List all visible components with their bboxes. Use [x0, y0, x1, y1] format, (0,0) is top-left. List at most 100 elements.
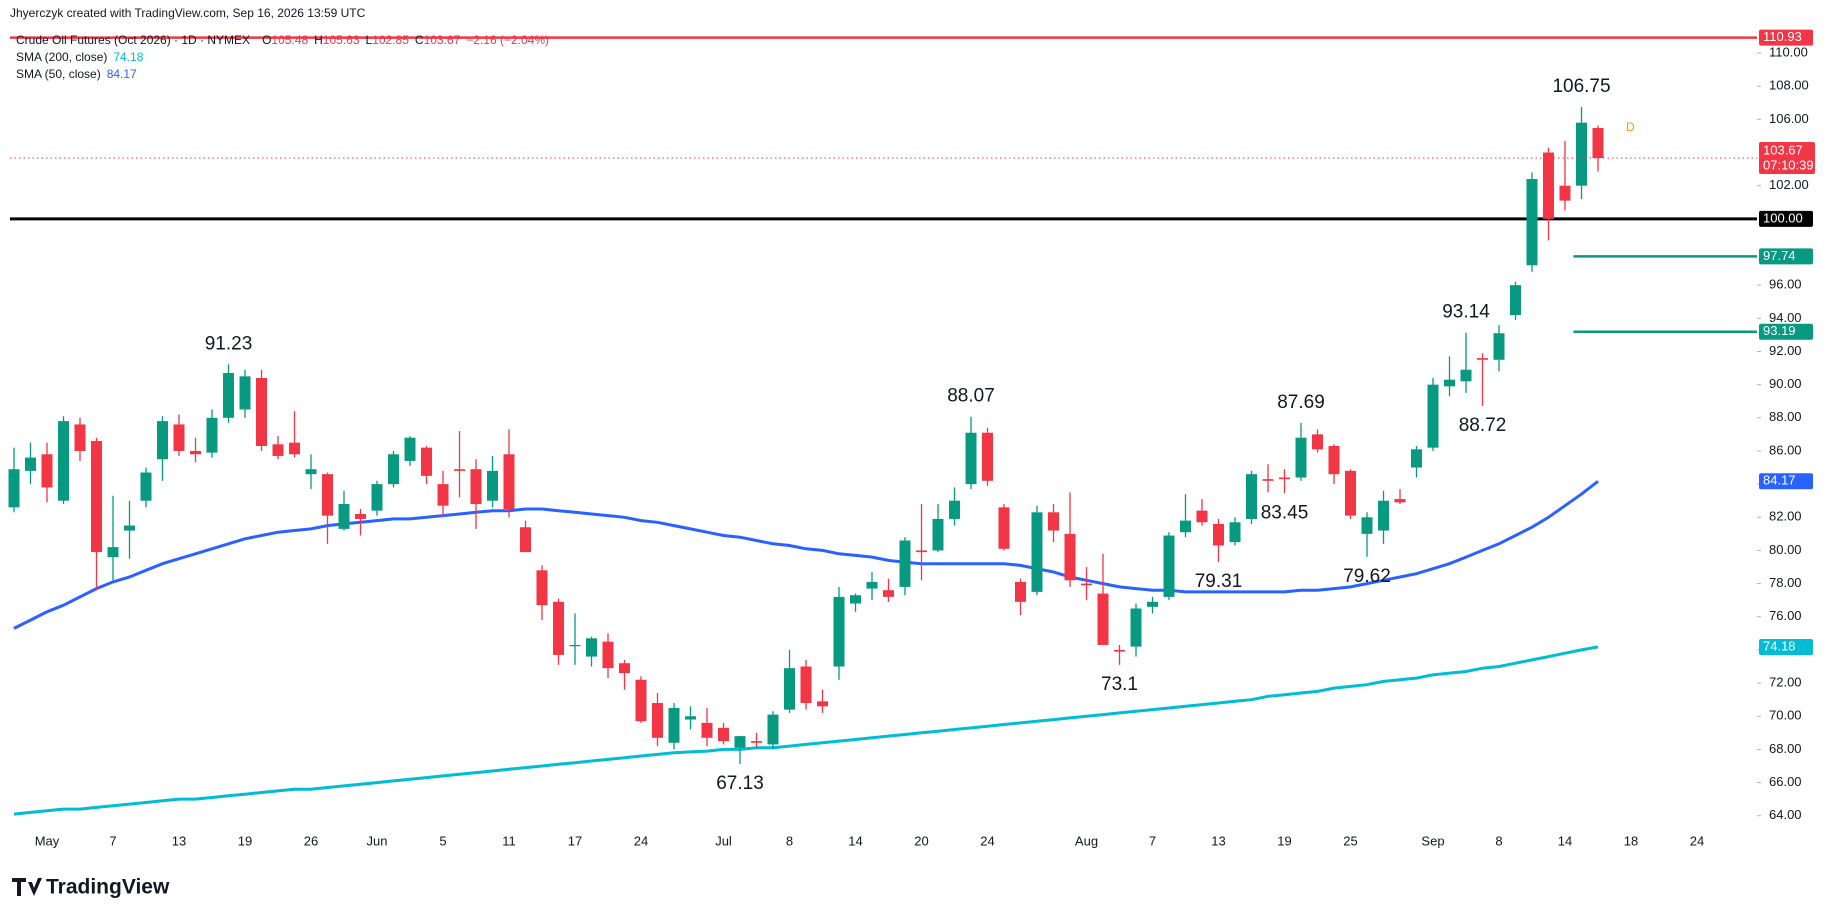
candle-body: [173, 424, 185, 451]
y-tick-label: 102.00: [1769, 177, 1809, 192]
candle-body: [866, 581, 878, 589]
x-tick-label: Sep: [1421, 833, 1444, 848]
candle-body: [668, 707, 680, 743]
candle: [239, 369, 251, 418]
candle-body: [1081, 583, 1092, 586]
candle-body: [817, 701, 828, 707]
candle-body: [916, 550, 927, 553]
candle-body: [1262, 479, 1274, 481]
candle-body: [1592, 127, 1604, 158]
candle: [916, 504, 927, 581]
legend-symbol: Crude Oil Futures (Oct 2026) · 1D · NYME…: [16, 33, 549, 47]
candle: [140, 467, 152, 508]
candle: [1559, 140, 1571, 211]
candle: [371, 480, 383, 516]
legend-series-name: SMA (200, close): [16, 50, 107, 64]
candle-body: [1328, 445, 1340, 475]
candle-body: [1180, 520, 1191, 533]
candle-body: [883, 590, 894, 597]
legend-series-value: 84.17: [107, 67, 137, 81]
x-tick-label: 14: [1558, 833, 1572, 848]
candle-body: [949, 500, 960, 519]
level-label: 97.74: [1763, 248, 1796, 263]
candle-body: [718, 727, 729, 742]
candle: [520, 520, 531, 553]
candle-body: [1510, 285, 1521, 316]
candle: [982, 427, 993, 486]
x-tick-label: 26: [304, 833, 318, 848]
candle-body: [305, 469, 317, 475]
price-annotation: 79.62: [1343, 566, 1391, 587]
candle: [272, 436, 284, 460]
x-tick-label: 13: [172, 833, 186, 848]
x-tick-label: 14: [848, 833, 862, 848]
x-tick-label: 18: [1624, 833, 1638, 848]
logo: TradingView: [12, 876, 170, 899]
candle: [1411, 445, 1422, 478]
y-tick-label: 110.00: [1769, 44, 1808, 59]
candle: [800, 659, 812, 710]
candle-body: [1031, 512, 1043, 592]
candle-body: [1064, 533, 1076, 581]
legend-series-name: SMA (50, close): [16, 67, 101, 81]
candle-body: [91, 441, 102, 553]
x-tick-label: Jul: [715, 833, 732, 848]
candle-body: [1345, 470, 1356, 516]
candle: [157, 416, 168, 481]
candle: [751, 732, 762, 748]
candle-body: [1576, 122, 1587, 186]
candle: [1328, 444, 1340, 485]
sma-label-box: [1759, 473, 1813, 490]
x-tick-label: 13: [1211, 833, 1225, 848]
candle: [569, 613, 581, 665]
y-tick-label: 72.00: [1769, 675, 1802, 690]
x-tick-label: 8: [1495, 833, 1502, 848]
candle-body: [635, 679, 647, 722]
candle: [1592, 125, 1604, 172]
price-annotation: 83.45: [1261, 502, 1309, 523]
candle: [1048, 504, 1059, 543]
y-tick-label: 82.00: [1769, 509, 1802, 524]
candle: [503, 429, 515, 518]
candle-body: [1493, 333, 1505, 360]
candle: [305, 454, 317, 490]
candle: [1295, 422, 1307, 481]
candle-body: [982, 432, 993, 481]
last-price-box: [1759, 141, 1815, 174]
candle-body: [107, 547, 119, 558]
countdown: 07:10:39: [1763, 157, 1814, 172]
candle: [223, 364, 234, 423]
x-tick-label: 19: [238, 833, 252, 848]
candle: [635, 676, 647, 723]
candle-body: [1213, 523, 1224, 546]
price-annotation: 87.69: [1277, 392, 1325, 413]
candle: [734, 736, 746, 764]
candle-body: [190, 450, 201, 455]
interval-marker: D: [1626, 120, 1635, 134]
candle: [850, 593, 861, 612]
candle: [1163, 532, 1175, 601]
y-tick-label: 88.00: [1769, 409, 1802, 424]
candle: [1031, 505, 1043, 596]
header: Jhyerczyk created with TradingView.com, …: [10, 6, 366, 20]
candle-body: [338, 504, 350, 529]
candle: [58, 416, 69, 505]
sma-label: 84.17: [1763, 473, 1796, 488]
y-tick-label: 86.00: [1769, 442, 1802, 457]
legend-series: SMA (200, close) 74.18: [16, 50, 144, 64]
candle-body: [1312, 434, 1323, 450]
legend-ohlc-value: 102.85: [372, 33, 409, 47]
candle: [1015, 578, 1026, 616]
candle-body: [206, 417, 218, 453]
candle-body: [256, 378, 267, 446]
candle: [1510, 281, 1521, 320]
candle: [652, 693, 663, 747]
candle-body: [652, 702, 663, 738]
candle-body: [404, 437, 416, 461]
candle: [91, 437, 102, 591]
candle: [602, 633, 614, 679]
candle-body: [1559, 185, 1571, 201]
y-tick-label: 78.00: [1769, 575, 1802, 590]
